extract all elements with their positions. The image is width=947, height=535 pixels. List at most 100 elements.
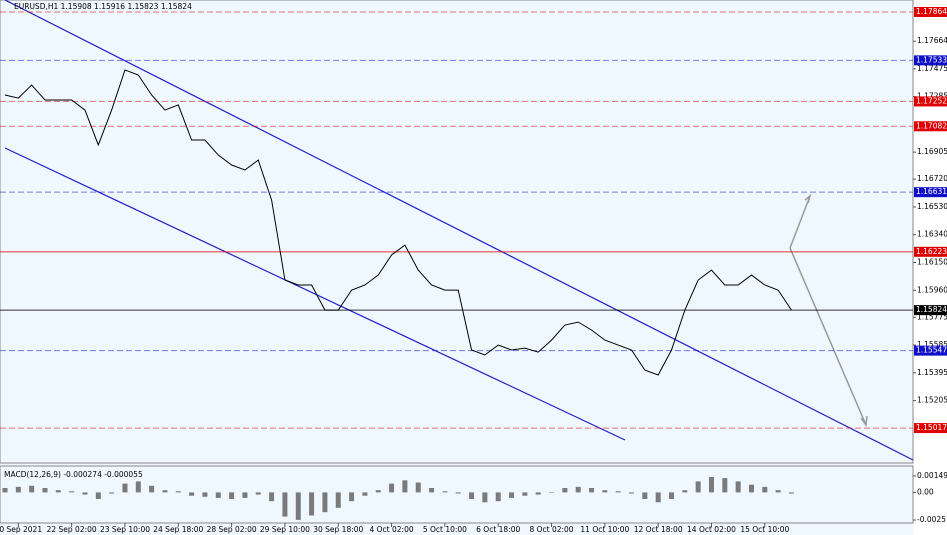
macd-bar: [589, 487, 595, 493]
y-tick-label: 1.16340: [917, 230, 947, 239]
level-label: 1.15017: [916, 423, 947, 432]
macd-bar: [375, 490, 381, 493]
level-label: 1.17082: [916, 121, 947, 130]
macd-bar: [509, 492, 515, 498]
level-label-box: [914, 305, 947, 316]
macd-bar: [42, 487, 48, 493]
y-tick-label: 1.16530: [917, 202, 947, 211]
macd-bar: [162, 490, 168, 493]
macd-bar: [762, 486, 768, 493]
y-tick-label: 1.15205: [917, 396, 947, 405]
macd-bar: [29, 485, 35, 493]
y-tick-label: 1.17664: [917, 36, 947, 45]
macd-bar: [255, 492, 261, 495]
macd-bar: [362, 492, 368, 496]
macd-bar: [149, 485, 155, 493]
x-tick-label: 8 Oct 02:00: [529, 525, 573, 534]
y-tick-label: 1.17285: [917, 92, 947, 101]
x-tick-label: 6 Oct 18:00: [476, 525, 520, 534]
macd-bar: [2, 487, 8, 493]
macd-bar: [575, 486, 581, 493]
macd-bar: [122, 483, 128, 493]
macd-bar: [629, 492, 635, 494]
forecast-arrow-down: [789, 247, 868, 428]
macd-pane-border: [0, 465, 914, 524]
x-tick-label: 14 Oct 02:00: [687, 525, 736, 534]
macd-bar: [109, 492, 115, 494]
macd-bar: [135, 481, 141, 493]
y-tick-label: 1.15395: [917, 368, 947, 377]
macd-bar: [389, 483, 395, 493]
y-tick-label: 1.15775: [917, 312, 947, 321]
macd-bar: [349, 492, 355, 502]
macd-bar: [469, 492, 475, 499]
level-label-box: [914, 345, 947, 356]
macd-bar: [269, 492, 275, 502]
macd-bar: [69, 491, 75, 493]
forecast-arrow-up: [789, 193, 812, 249]
x-tick-label: 29 Sep 10:00: [260, 525, 310, 534]
price-line: [4, 69, 792, 376]
level-label: 1.16631: [916, 187, 947, 196]
x-tick-label: 30 Sep 18:00: [313, 525, 363, 534]
macd-bar: [322, 492, 328, 513]
x-tick-label: 28 Sep 02:00: [207, 525, 257, 534]
macd-bar: [429, 487, 435, 493]
macd-bar: [722, 478, 728, 493]
macd-bar: [175, 491, 181, 493]
macd-bar: [309, 492, 315, 516]
macd-bar: [335, 492, 341, 508]
macd-bar: [415, 482, 421, 493]
level-label-box: [914, 246, 947, 257]
macd-bar: [215, 492, 221, 498]
macd-bar: [495, 492, 501, 502]
x-tick-label: 4 Oct 02:00: [370, 525, 414, 534]
macd-bar: [602, 490, 608, 493]
macd-bar: [282, 492, 288, 517]
x-tick-label: 15 Oct 10:00: [740, 525, 789, 534]
macd-bar: [402, 480, 408, 493]
macd-bar: [788, 492, 794, 494]
macd-bar: [748, 484, 754, 493]
macd-bar: [55, 490, 61, 493]
macd-bar: [82, 492, 88, 495]
macd-bar: [242, 492, 248, 498]
macd-bar: [549, 492, 555, 493]
x-tick-label: 20 Sep 2021: [0, 525, 42, 534]
y-tick-label: 1.15960: [917, 285, 947, 294]
macd-bar: [682, 490, 688, 493]
macd-bar: [535, 492, 541, 495]
macd-bar: [229, 492, 235, 499]
x-tick-label: 22 Sep 02:00: [47, 525, 97, 534]
channel-lower: [4, 147, 626, 441]
x-tick-label: 23 Sep 10:00: [100, 525, 150, 534]
level-label: 1.15547: [916, 346, 947, 355]
macd-bar: [642, 492, 648, 499]
macd-bar: [669, 492, 674, 499]
chart-title: EURUSD,H1 1.15908 1.15916 1.15823 1.1582…: [14, 2, 192, 11]
y-tick-label: 1.16150: [917, 257, 947, 266]
macd-title: MACD(12,26,9) -0.000274 -0.000055: [4, 470, 143, 479]
level-label-box: [914, 96, 947, 107]
y-tick-label: 0.00: [917, 487, 934, 496]
level-label: 1.15824: [916, 305, 947, 314]
level-label-box: [914, 55, 947, 66]
x-tick-label: 24 Sep 18:00: [153, 525, 203, 534]
y-tick-label: 0.001491: [917, 471, 947, 480]
macd-bar: [455, 492, 461, 494]
macd-bar: [615, 491, 621, 493]
level-label-box: [914, 423, 947, 434]
macd-bar: [695, 481, 701, 493]
y-tick-label: -0.00251: [917, 515, 947, 524]
level-label-box: [914, 121, 947, 132]
macd-bar: [442, 491, 448, 493]
macd-bar: [95, 492, 101, 499]
y-tick-label: 1.16720: [917, 174, 947, 183]
x-tick-label: 12 Oct 18:00: [634, 525, 683, 534]
main-pane-border: [0, 0, 914, 464]
macd-bar: [562, 487, 568, 493]
price-axis-area: [913, 0, 947, 535]
channel-upper: [4, 0, 914, 461]
